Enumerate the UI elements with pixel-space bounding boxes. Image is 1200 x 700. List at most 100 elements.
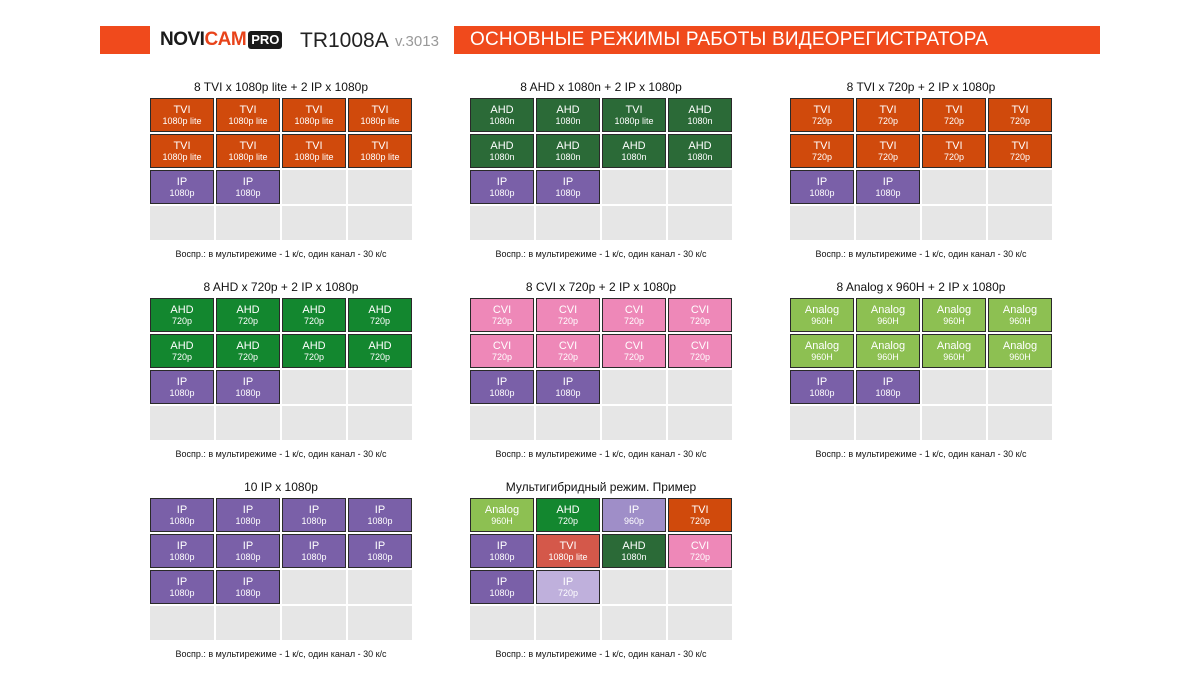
channel-type: IP xyxy=(374,503,386,516)
empty-cell xyxy=(668,370,732,404)
channel-cell: TVI 1080p lite xyxy=(216,98,280,132)
channel-resolution: 1080p lite xyxy=(162,151,202,162)
channel-cell: TVI 1080p lite xyxy=(536,534,600,568)
channel-type: IP xyxy=(176,575,188,588)
channel-resolution: 720p xyxy=(557,351,579,362)
channel-resolution: 1080p lite xyxy=(162,115,202,126)
channel-type: IP xyxy=(242,539,254,552)
channel-cell: AHD 720p xyxy=(536,498,600,532)
channel-resolution: 720p xyxy=(623,315,645,326)
channel-resolution: 960H xyxy=(491,515,513,526)
channel-type: IP xyxy=(562,575,574,588)
channel-resolution: 1080p xyxy=(875,387,901,398)
empty-cell xyxy=(348,606,412,640)
channel-type: AHD xyxy=(302,303,326,316)
channel-type: Analog xyxy=(936,339,972,352)
novicam-pro-logo: NOVICAM PRO xyxy=(160,29,283,51)
mode-title: 10 IP x 1080p xyxy=(244,480,318,494)
channel-resolution: 1080p xyxy=(169,515,195,526)
empty-cell xyxy=(282,570,346,604)
channel-resolution: 1080n xyxy=(687,115,713,126)
channel-type: TVI xyxy=(239,139,257,152)
channel-type: AHD xyxy=(302,339,326,352)
channel-cell: IP 1080p xyxy=(790,170,854,204)
channel-resolution: 1080p lite xyxy=(548,551,588,562)
channel-grid: Analog 960H Analog 960H Analog 960H Analog 960H… xyxy=(790,298,1052,442)
empty-cell xyxy=(988,406,1052,440)
channel-type: TVI xyxy=(945,139,963,152)
channel-cell: IP 1080p xyxy=(150,534,214,568)
channel-resolution: 1080n xyxy=(687,151,713,162)
page-title: ОСНОВНЫЕ РЕЖИМЫ РАБОТЫ ВИДЕОРЕГИСТРАТОРА xyxy=(470,29,989,50)
channel-cell: TVI 1080p lite xyxy=(150,134,214,168)
empty-cell xyxy=(922,170,986,204)
empty-cell xyxy=(790,406,854,440)
channel-cell: Analog 960H xyxy=(922,334,986,368)
channel-cell: AHD 720p xyxy=(348,298,412,332)
empty-cell xyxy=(282,206,346,240)
channel-cell: AHD 1080n xyxy=(536,98,600,132)
channel-cell: CVI 720p xyxy=(470,334,534,368)
channel-type: CVI xyxy=(492,303,512,316)
channel-resolution: 1080p xyxy=(555,387,581,398)
empty-cell xyxy=(348,170,412,204)
channel-type: TVI xyxy=(691,503,709,516)
channel-resolution: 1080p xyxy=(169,551,195,562)
channel-resolution: 720p xyxy=(943,115,965,126)
channel-type: IP xyxy=(496,575,508,588)
channel-cell: IP 1080p xyxy=(216,498,280,532)
empty-cell xyxy=(668,206,732,240)
channel-resolution: 1080p lite xyxy=(294,115,334,126)
channel-type: TVI xyxy=(1011,103,1029,116)
channel-resolution: 720p xyxy=(689,515,711,526)
empty-cell xyxy=(348,406,412,440)
channel-cell: CVI 720p xyxy=(668,334,732,368)
channel-cell: AHD 1080n xyxy=(470,134,534,168)
channel-type: AHD xyxy=(170,303,194,316)
channel-cell: CVI 720p xyxy=(668,534,732,568)
empty-cell xyxy=(602,170,666,204)
channel-type: AHD xyxy=(688,103,712,116)
channel-resolution: 960p xyxy=(623,515,645,526)
channel-type: IP xyxy=(628,503,640,516)
channel-resolution: 720p xyxy=(303,315,325,326)
channel-type: TVI xyxy=(1011,139,1029,152)
channel-resolution: 1080p xyxy=(235,587,261,598)
channel-resolution: 1080p lite xyxy=(614,115,654,126)
channel-cell: TVI 720p xyxy=(790,98,854,132)
channel-cell: TVI 720p xyxy=(668,498,732,532)
channel-resolution: 1080p xyxy=(489,187,515,198)
mode-title: 8 TVI x 1080p lite + 2 IP x 1080p xyxy=(193,80,368,94)
playback-note: Воспр.: в мультирежиме - 1 к/с, один кан… xyxy=(495,649,707,659)
channel-type: Analog xyxy=(1002,303,1038,316)
channel-type: Analog xyxy=(804,339,840,352)
channel-type: IP xyxy=(562,175,574,188)
logo-wordmark: NOVICAM xyxy=(160,29,247,51)
empty-cell xyxy=(856,406,920,440)
channel-cell: IP 960p xyxy=(602,498,666,532)
channel-resolution: 1080p xyxy=(809,387,835,398)
channel-type: CVI xyxy=(690,339,710,352)
channel-type: TVI xyxy=(625,103,643,116)
channel-type: AHD xyxy=(368,303,392,316)
channel-grid: TVI 1080p lite TVI 1080p lite TVI 1080p lite T… xyxy=(150,98,412,242)
channel-cell: TVI 1080p lite xyxy=(150,98,214,132)
empty-cell xyxy=(668,606,732,640)
channel-resolution: 1080p lite xyxy=(360,115,400,126)
channel-type: TVI xyxy=(559,539,577,552)
empty-cell xyxy=(216,406,280,440)
empty-cell xyxy=(602,570,666,604)
empty-cell xyxy=(602,370,666,404)
channel-cell: IP 720p xyxy=(536,570,600,604)
empty-cell xyxy=(216,206,280,240)
channel-resolution: 960H xyxy=(877,351,899,362)
empty-cell xyxy=(668,406,732,440)
channel-type: Analog xyxy=(804,303,840,316)
channel-type: CVI xyxy=(558,339,578,352)
channel-grid: TVI 720p TVI 720p TVI 720p TVI 720p TVI 720p TVI 72… xyxy=(790,98,1052,242)
channel-type: AHD xyxy=(556,103,580,116)
empty-cell xyxy=(856,206,920,240)
empty-cell xyxy=(282,406,346,440)
channel-resolution: 720p xyxy=(171,315,193,326)
channel-resolution: 720p xyxy=(689,551,711,562)
